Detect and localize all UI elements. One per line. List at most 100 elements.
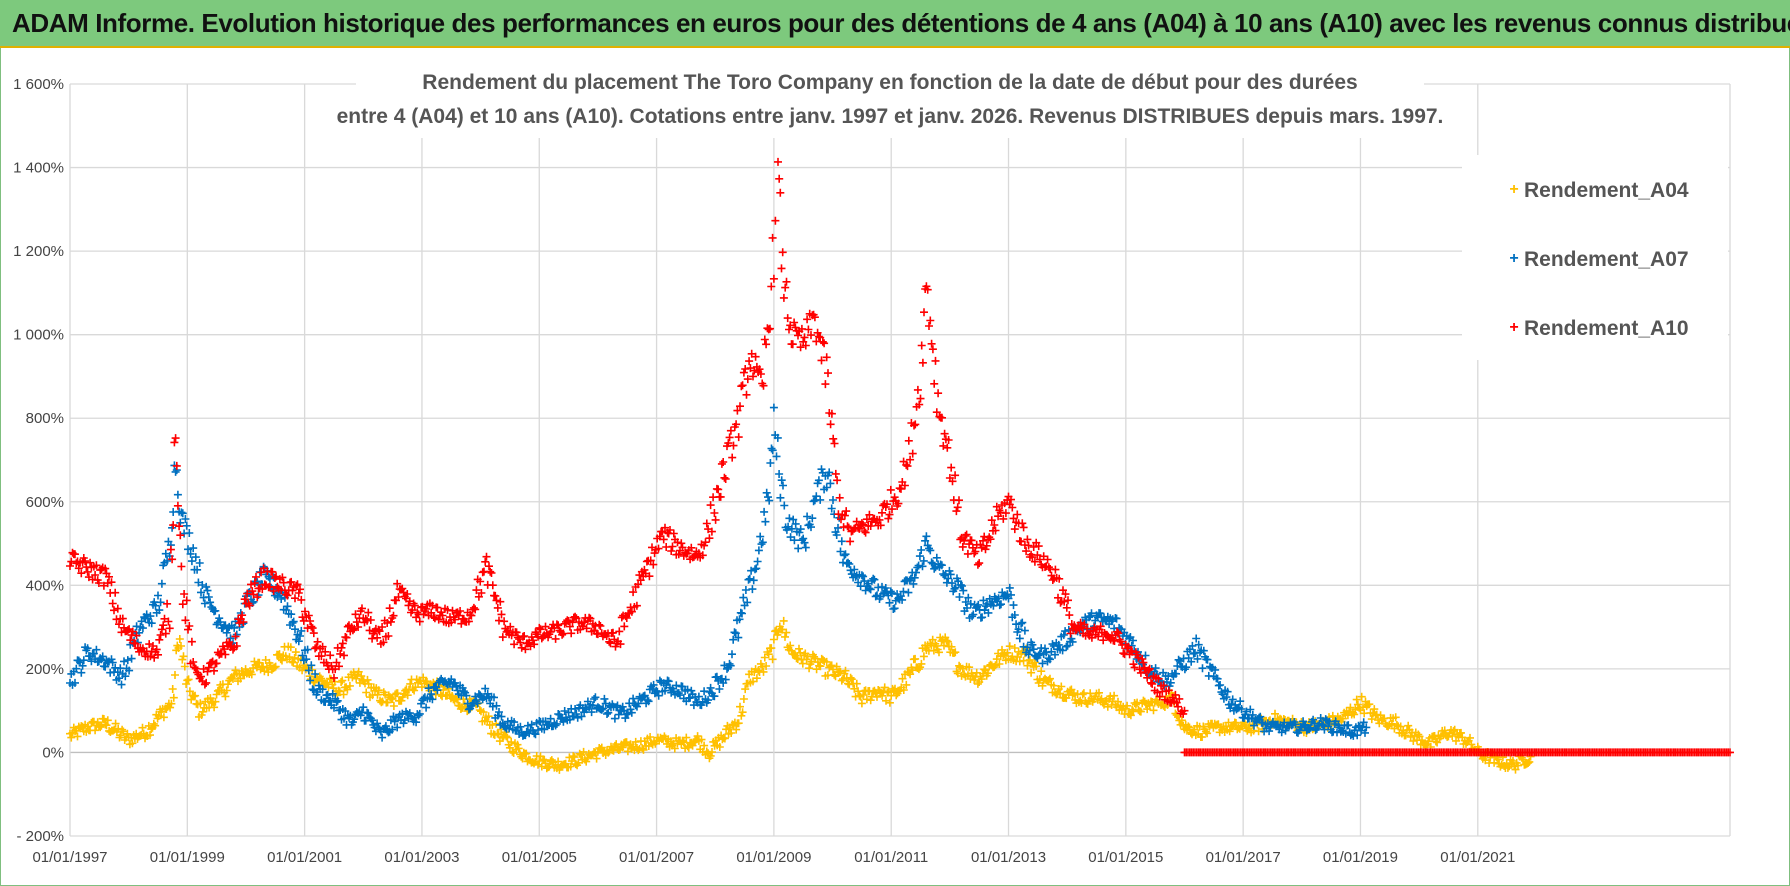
marker-rendement-a10 (1180, 706, 1189, 715)
marker-rendement-a07 (588, 701, 597, 710)
marker-rendement-a07 (226, 634, 235, 643)
marker-rendement-a07 (309, 686, 318, 695)
marker-rendement-a07 (173, 490, 182, 499)
marker-rendement-a10 (1114, 629, 1123, 638)
marker-rendement-a07 (1061, 627, 1070, 636)
x-tick-label: 01/01/2021 (1440, 849, 1515, 866)
marker-rendement-a10 (185, 622, 194, 630)
marker-rendement-a07 (207, 603, 216, 612)
marker-rendement-a04 (168, 685, 177, 693)
marker-rendement-a10 (807, 331, 815, 340)
banner: ADAM Informe. Evolution historique des p… (0, 0, 1790, 48)
marker-rendement-a10 (335, 662, 343, 671)
marker-rendement-a07 (1087, 609, 1096, 618)
marker-rendement-a10 (710, 509, 719, 517)
marker-rendement-a10 (796, 343, 805, 352)
marker-rendement-a10 (491, 591, 500, 600)
marker-rendement-a07 (1025, 646, 1034, 655)
marker-rendement-a10 (166, 545, 175, 554)
marker-rendement-a10 (1033, 551, 1042, 560)
y-tick-label: 1 600% (13, 76, 64, 93)
marker-rendement-a10 (981, 545, 990, 554)
marker-rendement-a04 (837, 676, 846, 685)
marker-rendement-a10 (287, 577, 296, 586)
title-background (356, 64, 1424, 138)
marker-rendement-a07 (1085, 613, 1093, 622)
marker-rendement-a07 (734, 633, 743, 642)
marker-rendement-a04 (221, 692, 230, 701)
marker-rendement-a10 (1130, 663, 1139, 672)
marker-rendement-a10 (521, 645, 530, 654)
marker-rendement-a10 (71, 550, 79, 559)
marker-rendement-a04 (1103, 702, 1112, 711)
marker-rendement-a10 (187, 637, 196, 646)
marker-rendement-a04 (940, 641, 948, 650)
x-tick-label: 01/01/2009 (736, 849, 811, 866)
marker-rendement-a07 (899, 587, 908, 596)
marker-rendement-a10 (81, 557, 90, 566)
marker-rendement-a07 (909, 579, 918, 588)
marker-rendement-a04 (401, 686, 410, 695)
legend: + Rendement_A04 + Rendement_A07 + Rendem… (1462, 155, 1728, 360)
marker-rendement-a07 (729, 635, 738, 644)
marker-rendement-a07 (859, 572, 868, 581)
marker-rendement-a10 (991, 526, 1000, 535)
marker-rendement-a07 (618, 702, 627, 711)
marker-rendement-a07 (747, 566, 756, 575)
marker-rendement-a04 (73, 732, 82, 741)
marker-rendement-a10 (399, 588, 408, 597)
marker-rendement-a10 (986, 535, 995, 544)
marker-rendement-a07 (185, 529, 194, 537)
marker-rendement-a07 (390, 717, 399, 726)
marker-rendement-a10 (512, 628, 521, 637)
marker-rendement-a04 (381, 690, 390, 699)
marker-rendement-a04 (1519, 755, 1527, 764)
marker-rendement-a07 (204, 593, 213, 601)
marker-rendement-a04 (932, 641, 941, 650)
marker-rendement-a10 (1061, 590, 1070, 599)
marker-rendement-a07 (726, 661, 735, 670)
marker-rendement-a07 (1305, 725, 1314, 733)
marker-rendement-a04 (436, 690, 445, 699)
marker-rendement-a04 (846, 673, 855, 682)
marker-rendement-a07 (1359, 718, 1368, 727)
marker-rendement-a07 (803, 512, 812, 521)
marker-rendement-a10 (720, 473, 729, 482)
marker-rendement-a10 (1064, 596, 1072, 605)
marker-rendement-a04 (1525, 757, 1534, 766)
marker-rendement-a07 (123, 656, 132, 665)
marker-rendement-a10 (1001, 509, 1010, 518)
marker-rendement-a07 (600, 694, 609, 703)
marker-rendement-a07 (927, 558, 936, 567)
marker-rendement-a07 (571, 705, 580, 713)
marker-rendement-a10 (456, 607, 465, 615)
x-tick-label: 01/01/2007 (619, 849, 694, 866)
marker-rendement-a07 (779, 481, 787, 490)
marker-rendement-a07 (706, 683, 715, 692)
marker-rendement-a10 (913, 385, 922, 394)
marker-rendement-a10 (354, 623, 363, 631)
marker-rendement-a07 (551, 721, 560, 730)
marker-rendement-a10 (918, 358, 927, 367)
marker-rendement-a07 (878, 582, 886, 591)
marker-rendement-a10 (567, 629, 576, 638)
marker-rendement-a07 (78, 661, 87, 670)
marker-rendement-a10 (904, 436, 913, 445)
marker-rendement-a10 (131, 639, 140, 648)
marker-rendement-a10 (189, 658, 198, 666)
marker-rendement-a07 (287, 610, 296, 619)
marker-rendement-a04 (700, 741, 709, 750)
marker-rendement-a04 (146, 731, 154, 740)
x-tick-label: 01/01/2013 (971, 849, 1046, 866)
marker-rendement-a10 (751, 352, 760, 361)
marker-rendement-a04 (839, 675, 847, 683)
marker-rendement-a10 (766, 324, 774, 333)
marker-rendement-a10 (464, 617, 473, 626)
marker-rendement-a10 (180, 590, 189, 598)
marker-rendement-a10 (403, 590, 412, 598)
marker-rendement-a10 (1055, 574, 1064, 583)
marker-rendement-a10 (654, 544, 663, 553)
marker-rendement-a07 (277, 595, 286, 603)
marker-rendement-a10 (580, 618, 589, 627)
marker-rendement-a04 (570, 753, 579, 762)
